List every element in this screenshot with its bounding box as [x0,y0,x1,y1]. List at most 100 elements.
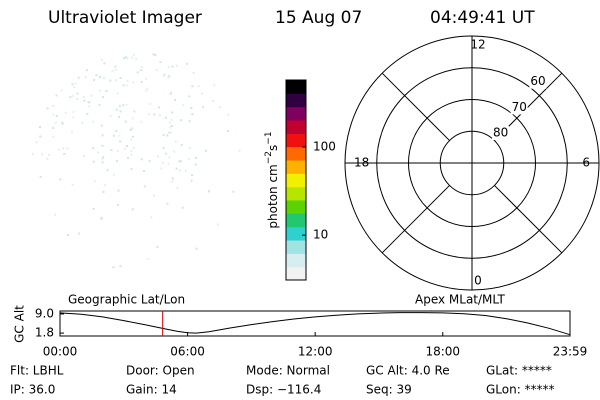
speckle [216,223,219,226]
mlt-label: 12 [470,38,485,52]
speckle [71,94,74,97]
speckle [170,125,173,127]
mlt-label: 0 [474,274,482,288]
speckle [88,105,91,108]
info-field: Flt: LBHL [10,364,64,378]
speckle [153,194,156,197]
speckle [174,99,176,102]
speckle [92,207,95,210]
colorbar-frame [285,79,307,281]
speckle [186,62,189,65]
time: 04:49:41 UT [430,8,535,28]
speckle [136,71,139,74]
speckle [90,94,93,97]
speckle [191,113,194,116]
speckle [69,96,72,99]
speckle [39,126,41,128]
speckle [130,150,133,153]
speckle [150,216,153,219]
colorbar-segment [286,106,306,121]
speckle [100,216,103,219]
speckle [54,121,57,124]
colorbar-segment [286,120,306,134]
colorbar-segment [286,80,306,94]
speckle [122,104,125,107]
speckle [52,126,55,129]
speckle [114,65,117,68]
colorbar-segment [286,240,306,254]
speckle [182,103,185,106]
speckle [99,76,102,78]
speckle [52,113,55,116]
speckle [141,66,143,69]
speckle [117,189,120,192]
speckle [76,97,79,100]
colorbar-tick-label: 100 [313,139,336,153]
speckle [119,265,122,268]
speckle [62,147,65,150]
speckle [118,105,121,108]
speckle [188,120,191,123]
colorbar-segment [286,226,306,241]
speckle [76,92,79,95]
speckle [93,79,96,81]
speckle [168,156,171,159]
speckle [63,153,66,155]
date: 15 Aug 07 [275,8,362,28]
speckle [101,157,104,160]
colorbar-segment [286,93,306,108]
speckle [101,134,104,137]
speckle [129,128,132,131]
speckle [125,84,128,87]
speckle [122,84,125,87]
colorbar-label: photon cm−2s−1 [264,131,280,228]
speckle [66,147,69,150]
y-tick-label: 1.8 [35,326,54,340]
speckle [72,110,75,113]
speckle [162,147,165,150]
speckle [71,183,74,186]
speckle [162,134,165,136]
speckle [175,167,178,170]
colorbar-segment [286,146,306,161]
speckle [46,107,49,110]
speckle [130,153,133,156]
info-field: IP: 36.0 [10,383,55,397]
speckle [212,99,215,102]
speckle [169,92,172,95]
speckle [48,153,51,156]
speckle [171,65,174,68]
speckle [125,103,128,106]
speckle [166,134,169,137]
colorbar-segment [286,160,306,174]
speckle [197,85,200,88]
speckle [92,147,95,150]
speckle [143,185,146,188]
speckle [140,158,143,161]
speckle [130,138,133,141]
speckle [119,77,122,79]
speckle [171,180,174,183]
speckle [147,258,150,260]
info-field: Gain: 14 [126,383,177,397]
speckle [148,160,151,163]
speckle [176,187,179,190]
speckle [191,85,194,88]
speckle [171,177,174,180]
speckle [46,157,49,160]
speckle [111,69,114,72]
x-tick-label: 23:59 [553,345,588,359]
speckle [167,162,170,165]
speckle [167,66,170,69]
speckle [184,169,187,172]
speckle [126,79,129,82]
speckle [145,77,148,80]
speckle [35,141,38,144]
speckle [125,56,127,59]
speckle [115,79,118,82]
left-label: Geographic Lat/Lon [68,293,185,307]
speckle [71,83,74,86]
speckle [132,147,135,149]
instrument: Ultraviolet Imager [48,8,202,28]
